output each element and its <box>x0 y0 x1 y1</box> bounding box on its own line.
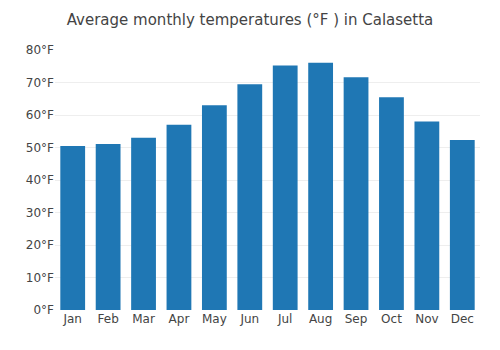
svg-text:Jan: Jan <box>62 312 82 326</box>
svg-text:Apr: Apr <box>169 312 190 326</box>
svg-text:Feb: Feb <box>98 312 119 326</box>
svg-text:Average monthly temperatures (: Average monthly temperatures (°F ) in Ca… <box>67 11 434 29</box>
svg-text:60°F: 60°F <box>26 108 54 122</box>
svg-text:Jun: Jun <box>239 312 259 326</box>
svg-text:40°F: 40°F <box>26 173 54 187</box>
svg-text:70°F: 70°F <box>26 76 54 90</box>
svg-text:80°F: 80°F <box>26 43 54 57</box>
svg-text:Sep: Sep <box>345 312 368 326</box>
svg-text:Oct: Oct <box>381 312 402 326</box>
svg-text:20°F: 20°F <box>26 238 54 252</box>
svg-text:Jul: Jul <box>277 312 292 326</box>
svg-text:Nov: Nov <box>415 312 438 326</box>
svg-text:10°F: 10°F <box>26 271 54 285</box>
svg-text:Mar: Mar <box>132 312 155 326</box>
svg-text:Dec: Dec <box>451 312 474 326</box>
svg-text:50°F: 50°F <box>26 141 54 155</box>
svg-text:0°F: 0°F <box>33 303 54 317</box>
svg-text:Aug: Aug <box>309 312 332 326</box>
svg-text:May: May <box>202 312 227 326</box>
svg-text:30°F: 30°F <box>26 206 54 220</box>
